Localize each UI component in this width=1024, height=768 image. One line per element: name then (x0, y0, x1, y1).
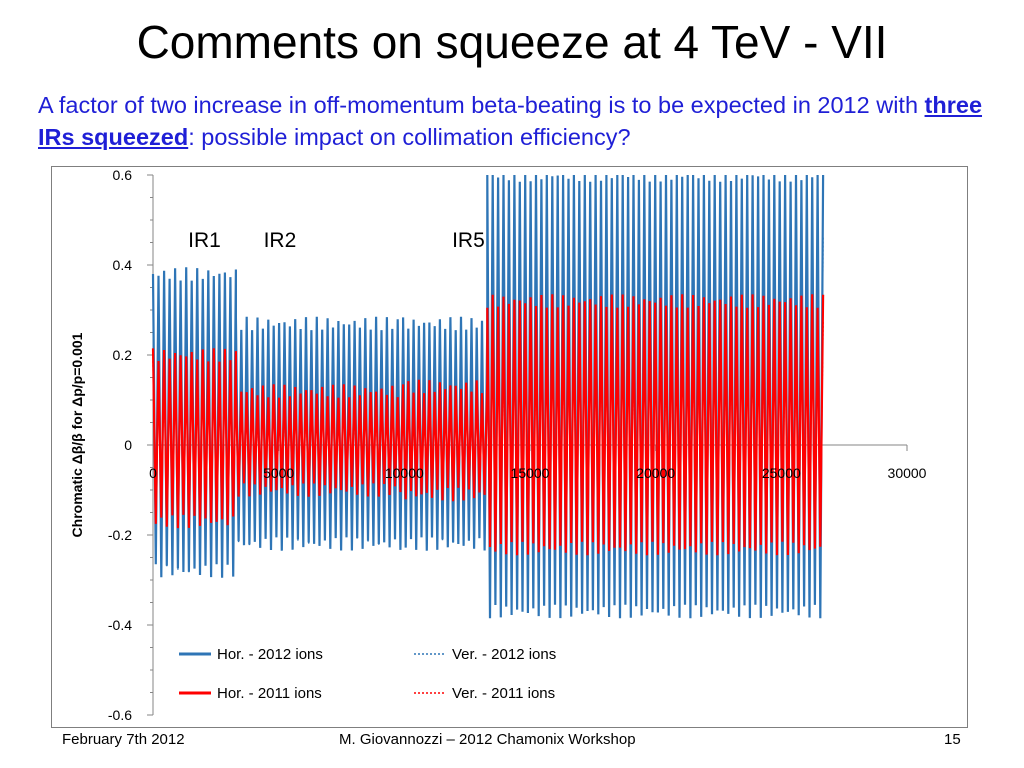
slide-subtitle: A factor of two increase in off-momentum… (38, 89, 998, 153)
series-line-3 (151, 294, 825, 556)
y-tick-label: -0.4 (108, 617, 132, 633)
x-tick-label: 25000 (762, 465, 801, 481)
ir-annotation: IR2 (264, 229, 297, 252)
x-tick-label: 10000 (385, 465, 424, 481)
y-tick-label: -0.6 (108, 707, 132, 723)
ir-annotation: IR1 (188, 229, 221, 252)
footer-author: M. Giovannozzi – 2012 Chamonix Workshop (339, 731, 636, 748)
y-tick-label: 0 (124, 437, 132, 453)
legend-label: Ver. - 2012 ions (452, 646, 556, 663)
y-tick-label: -0.2 (108, 527, 132, 543)
y-tick-label: 0.2 (113, 347, 133, 363)
x-tick-label: 30000 (888, 465, 927, 481)
x-tick-label: 5000 (263, 465, 294, 481)
footer-date: February 7th 2012 (62, 731, 185, 748)
subtitle-emphasis: three IRs squeezed (38, 92, 983, 150)
y-axis-label: Chromatic Δβ/β for Δp/p=0.001 (69, 332, 85, 537)
legend-label: Hor. - 2012 ions (217, 646, 323, 663)
series-layer (151, 174, 825, 619)
subtitle-text-start: A factor of two increase in off-momentum… (38, 92, 925, 118)
ir-annotation: IR5 (452, 229, 485, 252)
y-tick-label: 0.6 (113, 167, 133, 183)
chart-frame: 0.6 0.4 0.2 0 -0.2 -0.4 -0.6 0 5000 10000 15000 200… (51, 166, 968, 728)
x-tick-label: 0 (149, 465, 157, 481)
beta-beating-chart: 0.6 0.4 0.2 0 -0.2 -0.4 -0.6 0 5000 10000 15000 200… (69, 167, 927, 723)
y-tick-label: 0.4 (113, 257, 133, 273)
subtitle-text-end: : possible impact on collimation efficie… (188, 124, 631, 150)
legend-label: Hor. - 2011 ions (217, 685, 322, 702)
x-tick-label: 20000 (636, 465, 675, 481)
x-tick-label: 15000 (511, 465, 550, 481)
label-layer: 0.6 0.4 0.2 0 -0.2 -0.4 -0.6 0 5000 10000 15000 200… (69, 167, 927, 723)
legend-label: Ver. - 2011 ions (452, 685, 555, 702)
footer-page-number: 15 (944, 731, 961, 748)
slide-title: Comments on squeeze at 4 TeV - VII (136, 16, 888, 68)
legend: Hor. - 2012 ions Ver. - 2012 ions Hor. - 2… (179, 646, 556, 702)
